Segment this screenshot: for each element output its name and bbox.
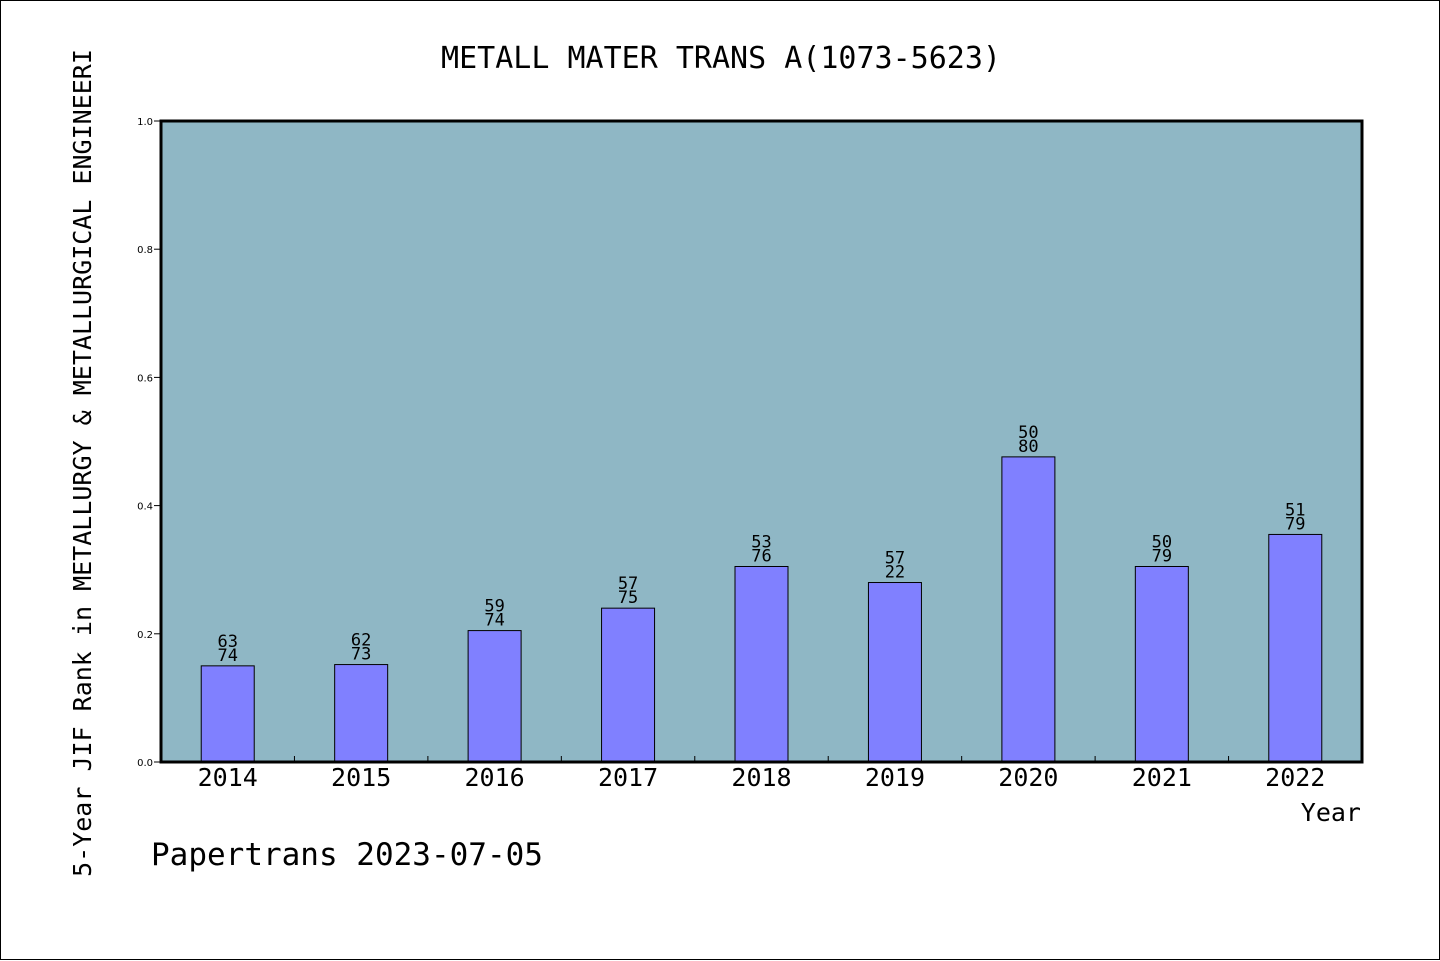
bar-2019 (867, 582, 922, 763)
chart-title: METALL MATER TRANS A(1073-5623) (441, 41, 1001, 76)
footer-credit: Papertrans 2023-07-05 (151, 837, 543, 873)
bar-2015 (334, 664, 389, 763)
bar-label-bottom: 76 (751, 546, 771, 566)
bar-label-bottom: 22 (885, 563, 905, 583)
bar-2020 (1001, 456, 1056, 763)
bar-label-top: 62 (351, 631, 371, 651)
bar-label-top: 50 (1018, 423, 1038, 443)
y-axis: 0.0 0.2 0.4 0.6 0.8 1.0 (137, 117, 161, 769)
x-tick-labels: 2014 2015 2016 2017 2018 2019 2020 2021 2022 (198, 763, 1326, 792)
y-tick-label: 0.8 (137, 245, 153, 256)
x-axis-label: Year (1301, 798, 1361, 827)
bar-2018 (734, 565, 789, 763)
bar-label-top: 59 (484, 597, 504, 617)
bar-label-top: 51 (1285, 500, 1305, 520)
x-tick-label: 2017 (598, 763, 658, 792)
bar-label-top: 57 (885, 549, 905, 569)
y-tick-label: 1.0 (137, 117, 153, 128)
x-tick-label: 2014 (198, 763, 258, 792)
x-tick-label: 2019 (865, 763, 925, 792)
bar-label-top: 57 (618, 574, 638, 594)
bar-label-bottom: 74 (484, 611, 504, 631)
plot-border (159, 119, 1364, 764)
bar-label-bottom: 74 (217, 646, 237, 666)
bar-label-top: 63 (217, 632, 237, 652)
bar-label-top: 53 (751, 532, 771, 552)
x-tick-label: 2015 (331, 763, 391, 792)
bar-label-bottom: 79 (1152, 546, 1172, 566)
bar-label-bottom: 80 (1018, 437, 1038, 457)
bar-2014 (200, 665, 255, 763)
x-tick-label: 2022 (1265, 763, 1325, 792)
bar-series (200, 456, 1323, 763)
x-tick-label: 2021 (1132, 763, 1192, 792)
bar-label-bottom: 73 (351, 645, 371, 665)
y-tick-label: 0.4 (137, 502, 153, 513)
x-tick-label: 2016 (465, 763, 525, 792)
bar-label-bottom: 75 (618, 588, 638, 608)
y-tick-label: 0.6 (137, 373, 153, 384)
bar-label-bottom: 79 (1285, 514, 1305, 534)
bar-2021 (1134, 565, 1189, 763)
y-tick-label: 0.0 (137, 758, 153, 769)
y-axis-label: 5-Year JIF Rank in METALLURGY & METALLUR… (68, 49, 97, 877)
bar-2017 (601, 607, 656, 763)
bar-label-top: 50 (1152, 532, 1172, 552)
y-tick-label: 0.2 (137, 630, 153, 641)
x-tick-label: 2018 (731, 763, 791, 792)
bar-2016 (467, 630, 522, 763)
x-tick-label: 2020 (998, 763, 1058, 792)
bar-2022 (1268, 533, 1323, 763)
